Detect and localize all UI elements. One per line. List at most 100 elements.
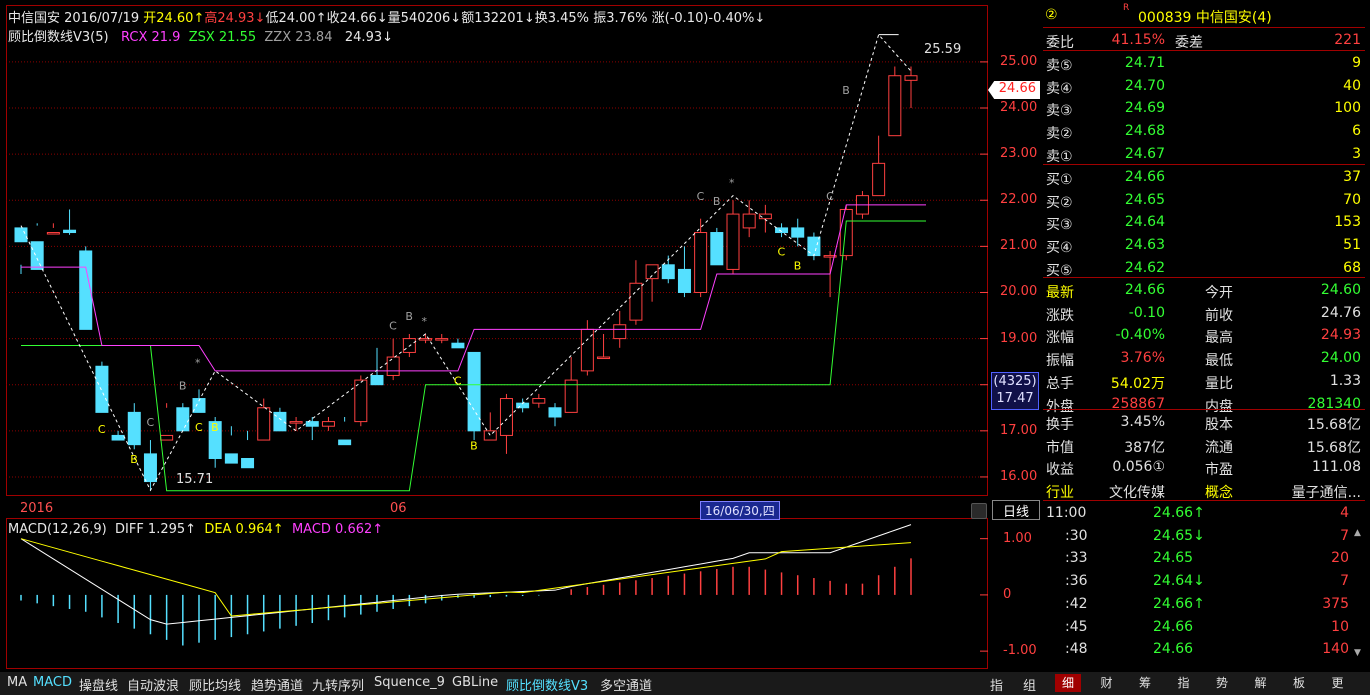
ask-row[interactable]: 卖② 24.68 6: [1043, 121, 1365, 143]
stat-row[interactable]: 外盘 258867 内盘 281340: [1043, 394, 1365, 416]
panel-tab[interactable]: 筹: [1138, 676, 1151, 690]
fund-row[interactable]: 行业 文化传媒 概念 量子通信...: [1043, 480, 1365, 502]
fund-value: 0.056①: [1112, 459, 1165, 476]
date-label-06: 06: [390, 501, 407, 516]
fund-value: 量子通信...: [1291, 485, 1361, 502]
period-button[interactable]: 日线: [992, 500, 1040, 520]
panel-tab[interactable]: 板: [1292, 676, 1305, 690]
bid-row[interactable]: 买① 24.66 37: [1043, 167, 1365, 189]
tick-row[interactable]: :33 24.65 20: [1043, 548, 1365, 570]
ask-volume: 9: [1352, 55, 1361, 71]
fund-row[interactable]: 换手 3.45% 股本 15.68亿: [1043, 412, 1365, 434]
indicator-tab[interactable]: 顾比倒数线V3: [506, 679, 589, 694]
panel-tab[interactable]: 财: [1100, 676, 1113, 690]
date-label-2016: 2016: [20, 501, 54, 516]
fund-label: 概念: [1205, 485, 1233, 502]
badge-icon[interactable]: ②: [1045, 7, 1058, 23]
tick-scrollbar[interactable]: ▲ ▼: [1354, 528, 1366, 658]
indicator-tab[interactable]: MA: [7, 675, 28, 690]
ask-row[interactable]: 卖④ 24.70 40: [1043, 76, 1365, 98]
tick-row[interactable]: 11:00 24.66↑ 4: [1043, 503, 1365, 525]
candle-body: [775, 227, 789, 234]
panel-tab[interactable]: 更: [1331, 676, 1344, 690]
indicator-tab[interactable]: 顾比均线: [189, 679, 242, 694]
indicator-tab[interactable]: Squence_9: [374, 675, 445, 690]
tick-time: 11:00: [1046, 505, 1087, 521]
signal-marker: C: [697, 190, 705, 203]
tick-row[interactable]: :48 24.66 140: [1043, 639, 1365, 661]
stat-value: -0.40%: [1115, 327, 1165, 344]
tick-price: 24.66↑: [1153, 505, 1205, 521]
bid-row[interactable]: 买④ 24.63 51: [1043, 235, 1365, 257]
indicator-tab[interactable]: 操盘线: [79, 679, 119, 694]
stat-value: 54.02万: [1110, 375, 1165, 392]
stat-row[interactable]: 最新 24.66 今开 24.60: [1043, 280, 1365, 302]
macd-name[interactable]: MACD(12,26,9): [8, 522, 107, 537]
candle-body: [661, 264, 675, 280]
stat-value: 281340: [1307, 395, 1361, 412]
tick-row[interactable]: :30 24.65↓ 7: [1043, 526, 1365, 548]
indicator-tab[interactable]: 九转序列: [312, 679, 365, 694]
stock-name: 中信国安: [8, 11, 61, 26]
bid-row[interactable]: 买② 24.65 70: [1043, 190, 1365, 212]
separator: [1043, 277, 1365, 278]
indicator-name[interactable]: 顾比倒数线V3(5): [8, 30, 109, 45]
indicator-tab[interactable]: 多空通道: [600, 679, 653, 694]
tool-tab[interactable]: 指: [990, 679, 1004, 694]
fund-row[interactable]: 市值 387亿 流通 15.68亿: [1043, 435, 1365, 457]
bid-volume: 37: [1343, 169, 1361, 185]
low-marker: 15.71: [176, 472, 214, 487]
ask-label: 卖④: [1046, 80, 1073, 97]
panel-tab[interactable]: 指: [1177, 676, 1190, 690]
stat-row[interactable]: 振幅 3.76% 最低 24.00: [1043, 348, 1365, 370]
bid-label: 买③: [1046, 217, 1073, 234]
stat-row[interactable]: 涨跌 -0.10 前收 24.76: [1043, 303, 1365, 325]
signal-marker: C: [778, 246, 786, 259]
ask-row[interactable]: 卖③ 24.69 100: [1043, 98, 1365, 120]
stat-row[interactable]: 涨幅 -0.40% 最高 24.93: [1043, 325, 1365, 347]
stat-label: 涨跌: [1046, 307, 1074, 324]
indicator-tab[interactable]: MACD: [33, 675, 72, 690]
bid-row[interactable]: 买⑤ 24.62 68: [1043, 258, 1365, 280]
bid-row[interactable]: 买③ 24.64 153: [1043, 212, 1365, 234]
indicator-tab[interactable]: 趋势通道: [251, 679, 304, 694]
rcx-value: RCX 21.9: [121, 30, 181, 45]
panel-tab[interactable]: 势: [1215, 676, 1228, 690]
ask-price: 24.70: [1124, 77, 1165, 94]
ask-row[interactable]: 卖① 24.67 3: [1043, 144, 1365, 166]
candle-body: [710, 232, 724, 266]
fund-label: 市值: [1046, 439, 1074, 456]
candle-body: [95, 365, 109, 413]
candle-body: [499, 398, 513, 436]
stat-value: 3.76%: [1120, 350, 1165, 367]
scroll-up-icon[interactable]: ▲: [1354, 528, 1361, 538]
signal-marker: C: [389, 319, 397, 332]
candle-body: [192, 398, 206, 413]
tick-row[interactable]: :45 24.66 10: [1043, 617, 1365, 639]
main-chart[interactable]: C B C B C B * C B * C B C B * C B C B: [6, 5, 988, 670]
stat-label: 外盘: [1046, 398, 1074, 415]
signal-marker: B: [179, 379, 187, 392]
tick-row[interactable]: :42 24.66↑ 375: [1043, 594, 1365, 616]
tick-row[interactable]: :36 24.64↓ 7: [1043, 571, 1365, 593]
scroll-down-icon[interactable]: ▼: [1354, 648, 1361, 658]
panel-tab[interactable]: 细: [1055, 674, 1081, 692]
fund-row[interactable]: 收益 0.056① 市盈 111.08: [1043, 457, 1365, 479]
indicator-tab[interactable]: GBLine: [452, 675, 499, 690]
tick-volume: 7: [1340, 573, 1349, 590]
signal-marker: B: [794, 259, 802, 272]
ask-row[interactable]: 卖⑤ 24.71 9: [1043, 53, 1365, 75]
stat-row[interactable]: 总手 54.02万 量比 1.33: [1043, 371, 1365, 393]
fund-value: 3.45%: [1120, 414, 1165, 430]
panel-tab[interactable]: 解: [1254, 676, 1267, 690]
dea-value: DEA 0.964↑: [204, 522, 284, 537]
tick-price: 24.66: [1153, 641, 1194, 658]
indicator-tab[interactable]: 自动波浪: [127, 679, 180, 694]
chart-scroll-button[interactable]: [971, 503, 987, 519]
tick-price: 24.65↓: [1153, 527, 1205, 544]
stat-label: 内盘: [1205, 398, 1233, 415]
candle-body: [467, 351, 481, 432]
tool-tab[interactable]: 组: [1023, 679, 1037, 694]
stat-value: 24.93: [1320, 327, 1361, 344]
